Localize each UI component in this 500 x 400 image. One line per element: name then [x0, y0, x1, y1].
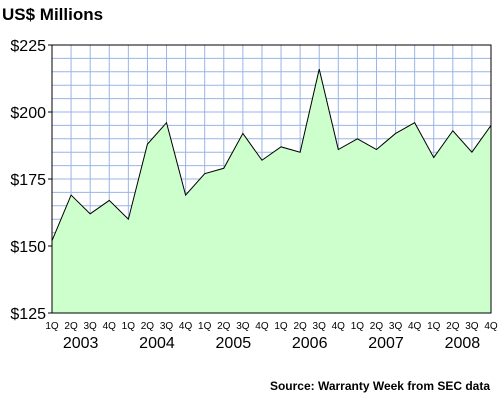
- y-tick-label: $125: [10, 306, 46, 323]
- y-tick-label: $200: [10, 105, 46, 122]
- x-tick-label: 3Q: [465, 321, 479, 332]
- x-tick-label: 3Q: [160, 321, 174, 332]
- year-labels: 2003 2004 2005 2006 2007 2008: [63, 335, 480, 352]
- chart-title: US$ Millions: [2, 5, 103, 24]
- x-tick-label: 1Q: [427, 321, 441, 332]
- x-tick-label: 1Q: [274, 321, 288, 332]
- x-tick-label: 3Q: [236, 321, 250, 332]
- y-tick-label: $150: [10, 239, 46, 256]
- x-tick-label: 4Q: [255, 321, 269, 332]
- series-line: [51, 69, 492, 241]
- x-tick-label: 4Q: [408, 321, 422, 332]
- y-tick-label: $225: [10, 38, 46, 55]
- y-tick-label: $175: [10, 172, 46, 189]
- x-tick-label: 3Q: [313, 321, 327, 332]
- x-tick-label: 4Q: [332, 321, 346, 332]
- x-tick-label: 2Q: [293, 321, 307, 332]
- year-label: 2005: [216, 335, 252, 352]
- year-label: 2003: [63, 335, 99, 352]
- x-tick-label: 2Q: [64, 321, 78, 332]
- y-axis-ticks: $125 $150 $175 $200 $225: [10, 38, 52, 323]
- x-tick-label: 4Q: [484, 321, 498, 332]
- x-tick-label: 1Q: [198, 321, 212, 332]
- x-tick-label: 3Q: [84, 321, 98, 332]
- x-tick-label: 2Q: [217, 321, 231, 332]
- source-note: Source: Warranty Week from SEC data: [270, 379, 490, 393]
- x-tick-label: 2Q: [446, 321, 460, 332]
- area-fill: [52, 69, 491, 314]
- x-tick-label: 1Q: [45, 321, 59, 332]
- year-label: 2007: [368, 335, 404, 352]
- x-axis-ticks: 1Q 2Q 3Q 4Q 1Q 2Q 3Q 4Q 1Q 2Q 3Q 4Q 1Q 2Q 3Q 4Q 1Q 2Q 3Q 4Q…: [45, 321, 498, 332]
- x-tick-label: 2Q: [370, 321, 384, 332]
- year-label: 2004: [139, 335, 175, 352]
- x-tick-label: 1Q: [122, 321, 136, 332]
- x-tick-label: 4Q: [103, 321, 117, 332]
- x-tick-label: 4Q: [179, 321, 193, 332]
- x-tick-label: 3Q: [389, 321, 403, 332]
- year-label: 2008: [445, 335, 481, 352]
- x-tick-label: 2Q: [141, 321, 155, 332]
- x-tick-label: 1Q: [351, 321, 365, 332]
- year-label: 2006: [292, 335, 328, 352]
